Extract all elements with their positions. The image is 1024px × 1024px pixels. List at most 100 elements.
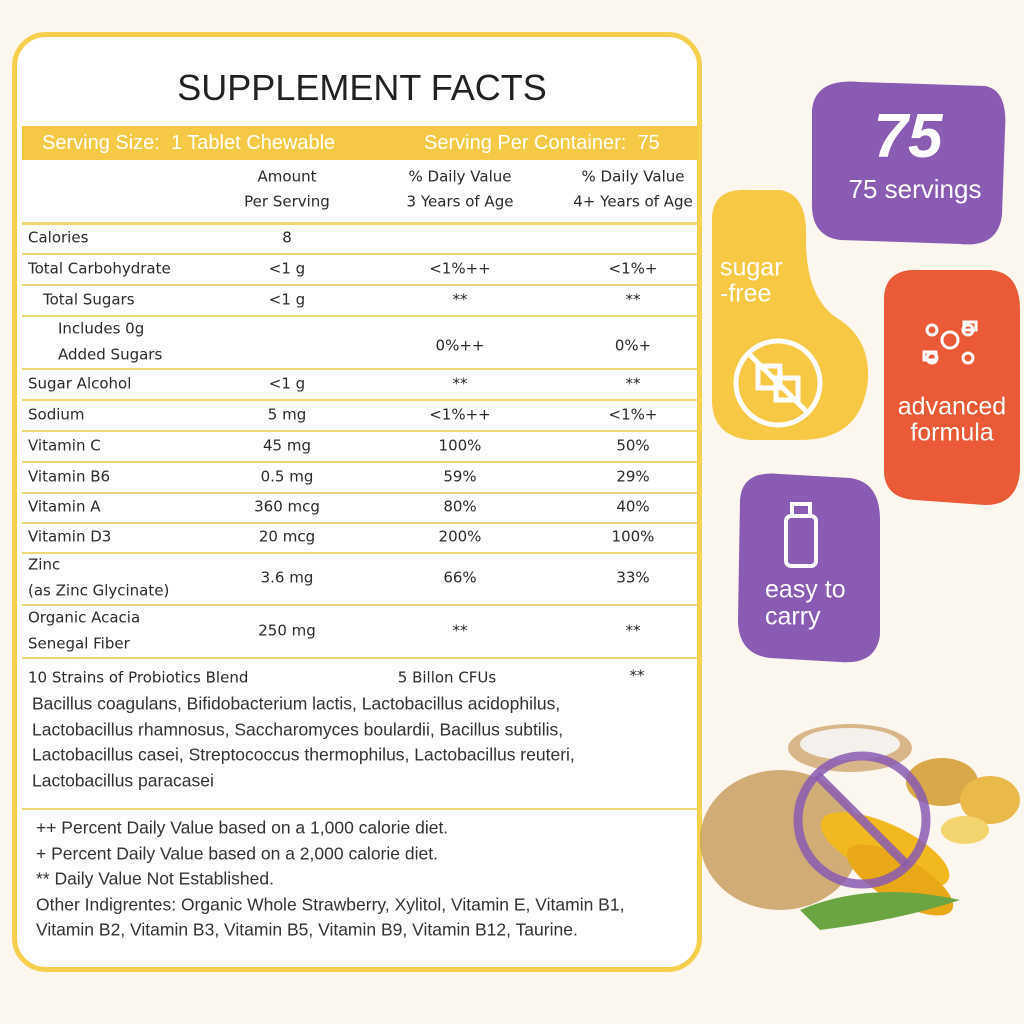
serving-band [22,126,698,160]
title: SUPPLEMENT FACTS [177,67,547,108]
nutrient-name: Vitamin D3 [28,527,112,546]
strain-line: Lactobacillus paracasei [32,770,214,791]
formula-label: formula [910,418,994,447]
servings-badge [811,81,1006,245]
sugar-free-label: -free [720,279,772,308]
nutrient-amount: 3.6 mg [260,568,314,587]
food-illustration [700,724,1020,930]
nutrient-dv3: ** [452,621,468,639]
nutrient-name: Total Sugars [43,290,135,308]
row-separator [22,315,698,317]
nutrient-amount: <1 g [268,259,306,277]
nutrient-dv3: <1%++ [429,405,491,423]
nutrient-amount: 250 mg [258,621,316,639]
nutrient-name: Vitamin B6 [28,467,111,485]
nutrient-amount: 8 [282,228,292,246]
nutrient-amount: <1 g [268,374,306,392]
probiotics-name: 10 Strains of Probiotics Blend [28,668,249,687]
sugar-icon [733,338,823,428]
nutrient-dv3: 80% [443,497,477,516]
footnote: ** Daily Value Not Established. [36,868,274,889]
carry-label: easy to [765,575,846,604]
nutrient-dv4: ** [625,621,641,639]
sugar-badge [712,189,869,440]
nutrient-name: Total Carbohydrate [28,259,171,277]
nutrient-dv4: 33% [616,568,650,587]
nutrient-name: Calories [28,228,89,246]
nutrient-name: Vitamin A [28,497,101,516]
nutrient-name: Organic Acacia [28,608,141,626]
nutrient-name: Includes 0g [58,319,145,337]
nutrient-name: Sugar Alcohol [28,374,132,392]
nutrient-name: Added Sugars [58,345,163,363]
nutrient-amount: <1 g [268,290,306,308]
footnote: ++ Percent Daily Value based on a 1,000 … [36,817,449,838]
servings-number: 75 [873,102,943,171]
row-separator [22,461,698,463]
footnote: Vitamin B2, Vitamin B3, Vitamin B5, Vita… [36,919,578,940]
probiotics-amount: 5 Billon CFUs [397,668,497,687]
carry-label: carry [765,602,821,631]
nutrient-dv3: 66% [443,568,477,587]
strain-line: Lactobacillus rhamnosus, Saccharomyces b… [32,718,564,739]
serving-size: Serving Size: 1 Tablet Chewable [42,132,336,154]
carry-icon [784,502,818,568]
nutrient-dv4: 0%+ [614,336,652,354]
formula-badge [884,269,1020,505]
column-header: % Daily Value [408,167,512,186]
footnote: + Percent Daily Value based on a 2,000 c… [36,842,438,863]
nutrient-name: Vitamin C [28,436,101,454]
sugar-free-label: sugar [720,253,783,282]
nutrient-dv4: 40% [616,497,650,516]
footnote: Other Indigrentes: Organic Whole Strawbe… [36,894,625,915]
row-separator [22,430,698,432]
row-separator [22,604,698,606]
probiotics-dv: ** [629,666,645,685]
row-separator [22,253,698,255]
nutrient-dv4: ** [625,374,641,392]
nutrient-dv4: <1%+ [608,259,658,277]
column-header: % Daily Value [581,167,685,186]
nutrient-amount: 360 mcg [254,497,320,516]
nutrient-dv3: ** [452,290,468,308]
column-header: Per Serving [244,192,330,211]
nutrient-amount: 0.5 mg [260,467,314,485]
servings-label: 75 servings [848,174,982,204]
strain-line: Lactobacillus casei, Streptococcus therm… [32,744,575,765]
formula-icon [922,320,978,365]
nutrient-dv3: 200% [438,527,482,546]
column-header: Amount [257,167,317,186]
formula-label: advanced [897,392,1007,421]
nutrient-dv4: ** [625,290,641,308]
row-separator [22,657,698,659]
nutrient-dv3: ** [452,374,468,392]
row-separator [22,492,698,494]
nutrient-name: Senegal Fiber [28,634,130,652]
row-separator [22,284,698,286]
nutrient-dv3: <1%++ [429,259,491,277]
facts-card [12,32,702,972]
strain-line: Bacillus coagulans, Bifidobacterium lact… [32,693,561,714]
nutrient-name: Sodium [28,405,85,423]
nutrient-amount: 45 mg [263,436,311,454]
nutrient-dv4: 29% [616,467,650,485]
row-separator [22,222,698,225]
nutrient-dv4: 50% [616,436,650,454]
row-separator [22,808,698,810]
nutrient-dv3: 59% [443,467,477,485]
nutrient-name: (as Zinc Glycinate) [28,581,170,600]
nutrient-name: Zinc [28,555,61,574]
nutrient-dv3: 100% [438,436,482,454]
servings-per-container: Serving Per Container: 75 [424,132,660,154]
column-header: 4+ Years of Age [573,192,693,211]
nutrient-dv3: 0%++ [435,336,485,354]
row-separator [22,522,698,524]
nutrient-amount: 5 mg [267,405,307,423]
nutrient-amount: 20 mcg [258,527,316,546]
nutrient-dv4: <1%+ [608,405,658,423]
column-header: 3 Years of Age [406,192,514,211]
nutrient-dv4: 100% [611,527,655,546]
row-separator [22,368,698,370]
